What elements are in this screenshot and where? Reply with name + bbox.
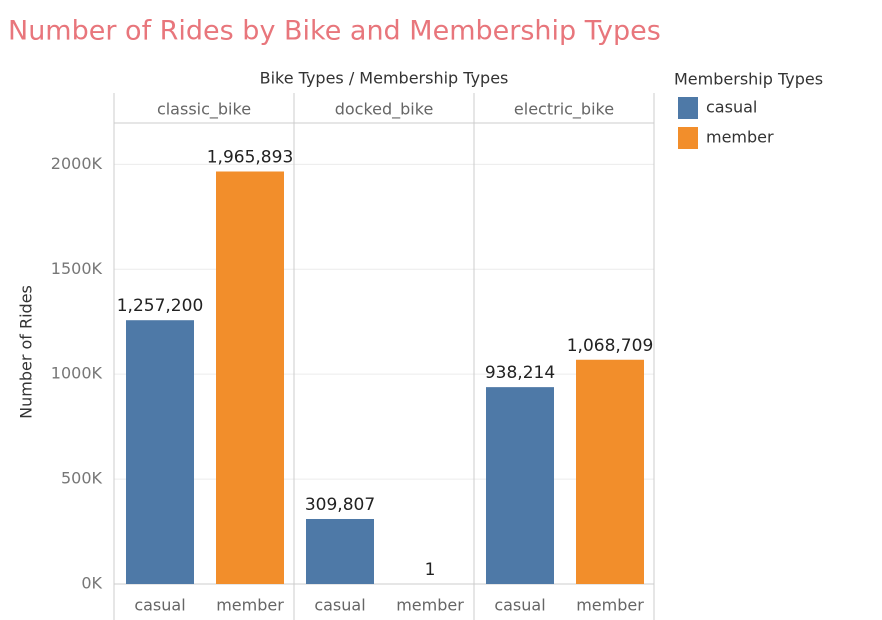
y-axis-title: Number of Rides (17, 285, 36, 419)
x-tick-label: casual (494, 596, 545, 615)
y-tick-label: 2000K (51, 154, 103, 173)
legend-label: casual (706, 98, 757, 117)
group-header: docked_bike (335, 100, 434, 120)
x-tick-label: member (576, 596, 644, 615)
data-label: 1,257,200 (117, 296, 204, 316)
y-tick-label: 500K (61, 469, 103, 488)
bar (126, 320, 194, 584)
group-header: classic_bike (157, 100, 251, 120)
legend-swatch (678, 97, 698, 119)
data-label: 938,214 (485, 363, 555, 383)
x-axis-title: Bike Types / Membership Types (260, 69, 509, 88)
x-tick-label: member (216, 596, 284, 615)
data-label: 1,068,709 (567, 336, 654, 356)
legend-title: Membership Types (674, 70, 823, 89)
data-label: 309,807 (305, 495, 375, 515)
legend-label: member (706, 128, 774, 147)
y-tick-label: 1500K (51, 259, 103, 278)
data-label: 1 (425, 560, 436, 580)
legend-swatch (678, 127, 698, 149)
chart-title: Number of Rides by Bike and Membership T… (8, 16, 661, 47)
x-tick-label: casual (134, 596, 185, 615)
y-tick-label: 1000K (51, 364, 103, 383)
bar (576, 359, 644, 584)
bar (306, 518, 374, 584)
x-tick-label: member (396, 596, 464, 615)
y-tick-label: 0K (81, 574, 102, 593)
data-label: 1,965,893 (207, 147, 294, 167)
bar (216, 171, 284, 584)
bar (486, 387, 554, 584)
x-tick-label: casual (314, 596, 365, 615)
group-header: electric_bike (514, 100, 614, 120)
